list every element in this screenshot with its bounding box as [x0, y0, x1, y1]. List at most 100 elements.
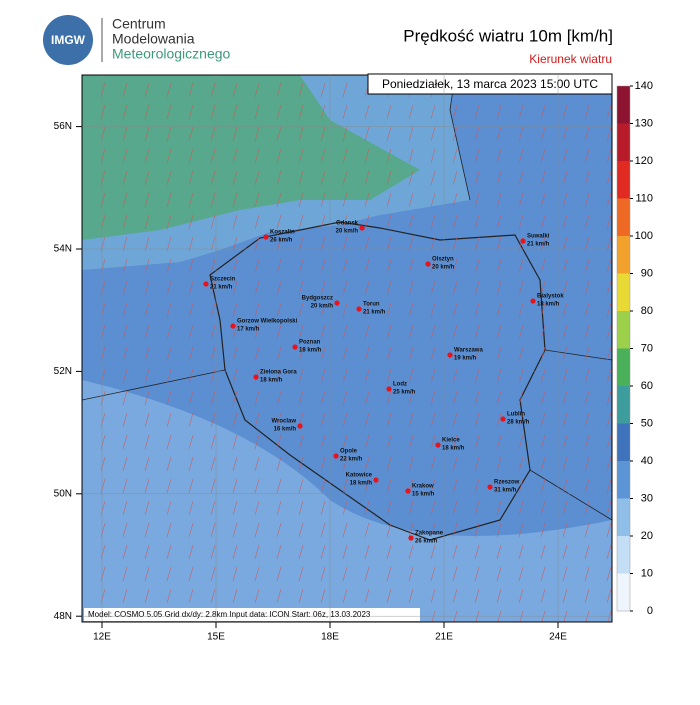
wind-arrow	[298, 82, 304, 98]
wind-arrow	[320, 346, 326, 362]
wind-arrow	[100, 280, 106, 296]
wind-arrow	[276, 280, 282, 296]
lon-label: 24E	[549, 632, 567, 643]
wind-arrow	[430, 478, 436, 494]
wind-arrow	[342, 456, 348, 472]
lon-label: 12E	[93, 632, 111, 643]
wind-arrow	[496, 390, 502, 406]
wind-arrow	[518, 456, 524, 472]
wind-arrow	[144, 214, 150, 230]
wind-arrow	[364, 500, 370, 516]
wind-arrow	[452, 192, 458, 208]
wind-arrow	[518, 566, 524, 582]
wind-arrow	[518, 412, 524, 428]
colorbar-band	[617, 198, 630, 236]
wind-arrow	[210, 456, 216, 472]
wind-arrow	[386, 434, 392, 450]
wind-arrow	[452, 588, 458, 604]
city-name: Gdansk	[336, 221, 359, 227]
wind-arrow	[342, 104, 348, 120]
wind-arrow	[188, 522, 194, 538]
wind-arrow	[100, 588, 106, 604]
subtitle: Kierunek wiatru	[529, 52, 612, 66]
wind-arrow	[408, 324, 414, 340]
wind-arrow	[364, 302, 370, 318]
wind-arrow	[562, 126, 568, 142]
wind-arrow	[584, 192, 590, 208]
city-wind: 20 km/h	[311, 304, 334, 310]
wind-arrow	[320, 170, 326, 186]
wind-arrow	[188, 236, 194, 252]
wind-arrow	[232, 82, 238, 98]
wind-arrow	[232, 324, 238, 340]
colorbar-label: 20	[641, 530, 653, 542]
wind-arrow	[584, 214, 590, 230]
city-wind: 21 km/h	[210, 285, 233, 291]
wind-arrow	[518, 588, 524, 604]
wind-arrow	[474, 192, 480, 208]
wind-arrow	[452, 104, 458, 120]
city-dot	[334, 300, 340, 306]
wind-arrow	[210, 104, 216, 120]
wind-arrow	[210, 478, 216, 494]
city-name: Torun	[363, 302, 380, 308]
wind-arrow	[408, 544, 414, 560]
wind-arrow	[606, 522, 612, 538]
wind-arrow	[254, 82, 260, 98]
wind-arrow	[408, 236, 414, 252]
wind-arrow	[606, 588, 612, 604]
wind-arrow	[144, 170, 150, 186]
city-name: Poznan	[299, 340, 321, 346]
wind-arrow	[386, 412, 392, 428]
wind-arrow	[562, 566, 568, 582]
wind-arrow	[122, 192, 128, 208]
wind-arrow	[452, 390, 458, 406]
wind-arrow	[276, 566, 282, 582]
colorbar-label: 140	[635, 80, 653, 92]
city-dot	[530, 298, 536, 304]
wind-arrow	[210, 434, 216, 450]
wind-arrow	[232, 280, 238, 296]
wind-arrow	[166, 566, 172, 582]
wind-arrow	[475, 610, 480, 622]
wind-arrow	[453, 610, 458, 622]
map-frame	[81, 74, 613, 623]
wind-arrow	[254, 566, 260, 582]
wind-arrow	[474, 280, 480, 296]
city-name: Rzeszow	[494, 480, 520, 486]
wind-arrow	[100, 170, 106, 186]
wind-arrow	[232, 588, 238, 604]
wind-arrow	[606, 280, 612, 296]
wind-arrow	[144, 478, 150, 494]
wind-arrow	[540, 390, 546, 406]
wind-arrow	[496, 214, 502, 230]
wind-arrow	[496, 544, 502, 560]
wind-arrow	[276, 82, 282, 98]
wind-arrow	[254, 324, 260, 340]
wind-arrow	[562, 170, 568, 186]
wind-arrow	[452, 126, 458, 142]
wind-arrow	[276, 434, 282, 450]
wind-arrow	[188, 500, 194, 516]
wind-arrow	[430, 324, 436, 340]
wind-arrow	[518, 522, 524, 538]
wind-arrow	[430, 566, 436, 582]
wind-arrow	[298, 280, 304, 296]
city-dot	[292, 344, 298, 350]
wind-arrow	[254, 346, 260, 362]
wind-arrow	[430, 236, 436, 252]
wind-arrow	[210, 280, 216, 296]
wind-arrow	[496, 500, 502, 516]
city-name: Gorzow Wielkopolski	[237, 319, 298, 325]
wind-arrow	[496, 412, 502, 428]
wind-arrow	[518, 434, 524, 450]
wind-arrow	[562, 544, 568, 560]
wind-arrow	[474, 170, 480, 186]
wind-arrow	[254, 258, 260, 274]
city-dot	[447, 352, 453, 358]
wind-arrow	[166, 456, 172, 472]
wind-arrow	[386, 566, 392, 582]
wind-arrow	[276, 588, 282, 604]
wind-arrow	[232, 214, 238, 230]
wind-arrow	[100, 302, 106, 318]
